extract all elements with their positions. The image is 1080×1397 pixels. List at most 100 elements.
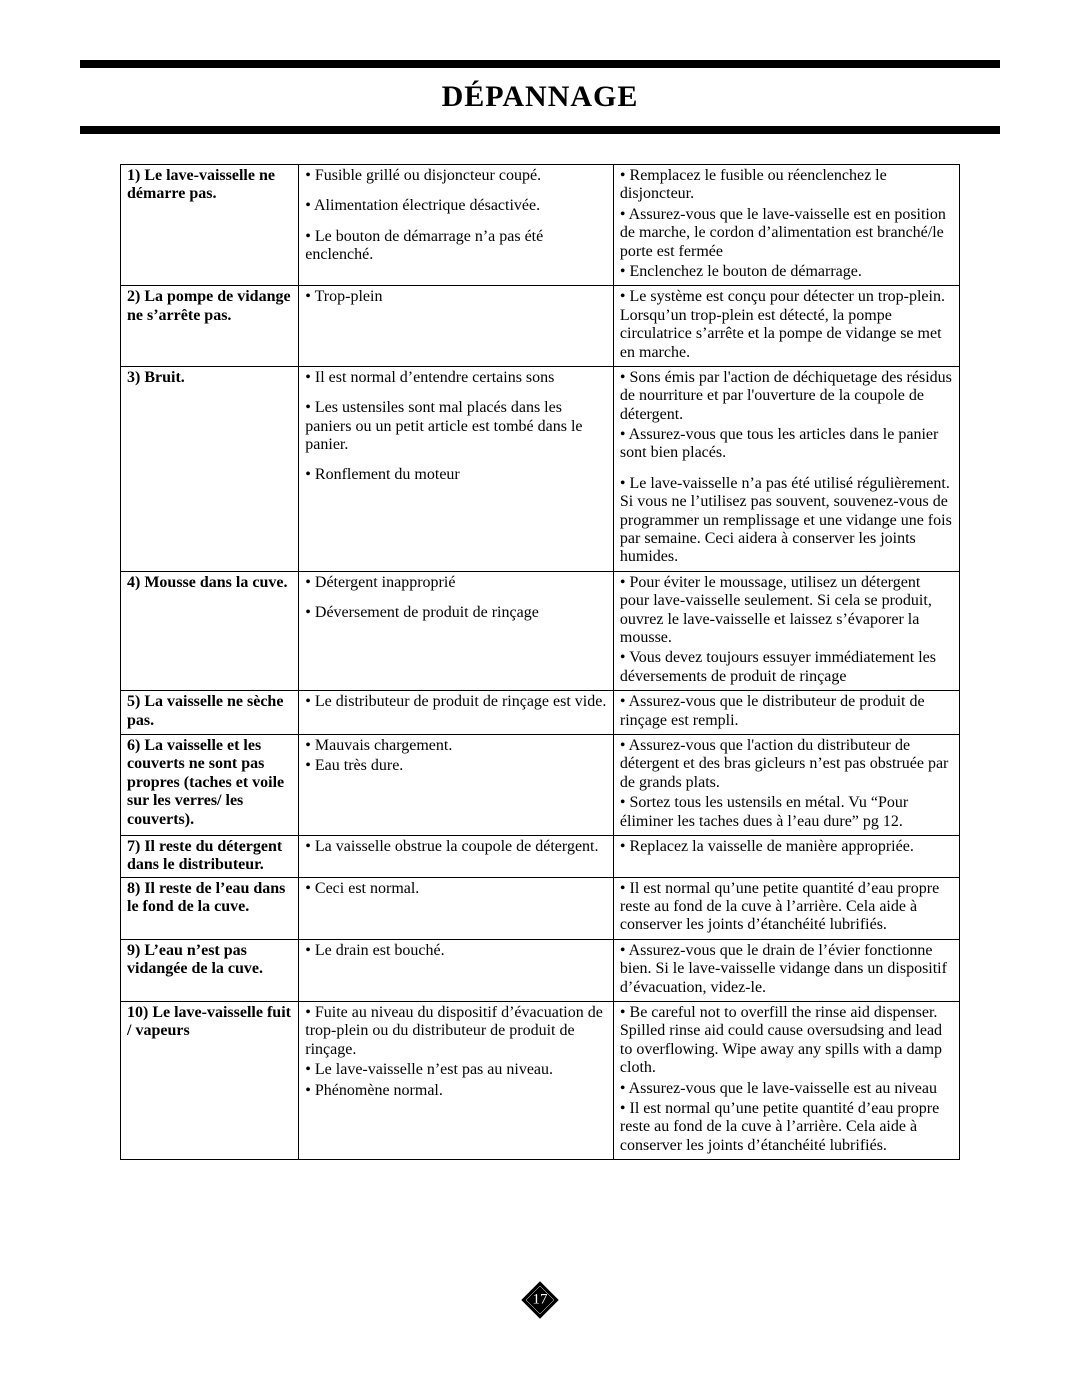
- cause-item: Détergent inapproprié: [305, 574, 607, 592]
- cause-item: Fusible grillé ou disjoncteur coupé.: [305, 167, 607, 185]
- cause-item: Eau très dure.: [305, 757, 607, 775]
- table-row: 5) La vaisselle ne sèche pas. Le distribu…: [121, 691, 960, 735]
- solution-list: Remplacez le fusible ou réenclenchez le …: [620, 167, 953, 281]
- solution-item: Assurez-vous que le lave-vaisselle est a…: [620, 1080, 953, 1098]
- solution-item: Le lave-vaisselle n’a pas été utilisé ré…: [620, 475, 953, 567]
- solution-cell: Il est normal qu’une petite quantité d’e…: [613, 877, 959, 939]
- problem-cell: 4) Mousse dans la cuve.: [121, 571, 299, 690]
- solution-cell: Replacez la vaisselle de manière appropr…: [613, 835, 959, 877]
- solution-item: Assurez-vous que le drain de l’évier fon…: [620, 942, 953, 997]
- solution-item: Enclenchez le bouton de démarrage.: [620, 263, 953, 281]
- solution-item: Pour éviter le moussage, utilisez un dét…: [620, 574, 953, 648]
- solution-item: Assurez-vous que le lave-vaisselle est e…: [620, 206, 953, 261]
- solution-cell: Remplacez le fusible ou réenclenchez le …: [613, 165, 959, 286]
- table-row: 10) Le lave-vaisselle fuit / vapeursFuit…: [121, 1002, 960, 1160]
- problem-cell: 9) L’eau n’est pas vidangée de la cuve.: [121, 939, 299, 1001]
- cause-item: Alimentation électrique désactivée.: [305, 197, 607, 215]
- solution-item: Assurez-vous que l'action du distributeu…: [620, 737, 953, 792]
- solution-item: Le système est conçu pour détecter un tr…: [620, 288, 953, 362]
- cause-item: Mauvais chargement.: [305, 737, 607, 755]
- cause-item: Le lave-vaisselle n’est pas au niveau.: [305, 1061, 607, 1079]
- solution-list: Be careful not to overfill the rinse aid…: [620, 1004, 953, 1155]
- solution-list: Sons émis par l'action de déchiquetage d…: [620, 369, 953, 567]
- problem-cell: 8) Il reste de l’eau dans le fond de la …: [121, 877, 299, 939]
- solution-cell: Le système est conçu pour détecter un tr…: [613, 286, 959, 367]
- solution-item: Assurez-vous que tous les articles dans …: [620, 426, 953, 463]
- problem-cell: 2) La pompe de vidange ne s’arrête pas.: [121, 286, 299, 367]
- solution-item: Il est normal qu’une petite quantité d’e…: [620, 1100, 953, 1155]
- table-row: 4) Mousse dans la cuve.Détergent inappro…: [121, 571, 960, 690]
- table-row: 2) La pompe de vidange ne s’arrête pas. T…: [121, 286, 960, 367]
- cause-item: Fuite au niveau du dispositif d’évacuati…: [305, 1004, 607, 1059]
- problem-cell: 3) Bruit.: [121, 366, 299, 571]
- table-row: 7) Il reste du détergent dans le distrib…: [121, 835, 960, 877]
- problem-cell: 5) La vaisselle ne sèche pas.: [121, 691, 299, 735]
- cause-list: Trop-plein: [305, 288, 607, 306]
- solution-list: Le système est conçu pour détecter un tr…: [620, 288, 953, 362]
- cause-list: Ceci est normal.: [305, 880, 607, 898]
- solution-item: Sortez tous les ustensils en métal. Vu “…: [620, 794, 953, 831]
- solution-list: Il est normal qu’une petite quantité d’e…: [620, 880, 953, 935]
- solution-item: Vous devez toujours essuyer immédiatemen…: [620, 649, 953, 686]
- problem-cell: 10) Le lave-vaisselle fuit / vapeurs: [121, 1002, 299, 1160]
- page-number-ornament: 17: [80, 1280, 1000, 1325]
- cause-cell: Le distributeur de produit de rinçage es…: [299, 691, 614, 735]
- cause-item: Les ustensiles sont mal placés dans les …: [305, 399, 607, 454]
- cause-item: La vaisselle obstrue la coupole de déter…: [305, 838, 607, 856]
- solution-list: Assurez-vous que l'action du distributeu…: [620, 737, 953, 831]
- solution-item: Be careful not to overfill the rinse aid…: [620, 1004, 953, 1078]
- problem-cell: 7) Il reste du détergent dans le distrib…: [121, 835, 299, 877]
- cause-list: La vaisselle obstrue la coupole de déter…: [305, 838, 607, 856]
- cause-cell: Le drain est bouché.: [299, 939, 614, 1001]
- cause-list: Le distributeur de produit de rinçage es…: [305, 693, 607, 711]
- solution-item: Il est normal qu’une petite quantité d’e…: [620, 880, 953, 935]
- cause-list: Fusible grillé ou disjoncteur coupé. Alim…: [305, 167, 607, 265]
- cause-cell: Trop-plein: [299, 286, 614, 367]
- solution-cell: Sons émis par l'action de déchiquetage d…: [613, 366, 959, 571]
- cause-list: Le drain est bouché.: [305, 942, 607, 960]
- solution-list: Pour éviter le moussage, utilisez un dét…: [620, 574, 953, 686]
- solution-list: Assurez-vous que le drain de l’évier fon…: [620, 942, 953, 997]
- problem-cell: 6) La vaisselle et les couverts ne sont …: [121, 734, 299, 835]
- table-row: 3) Bruit.Il est normal d’entendre certai…: [121, 366, 960, 571]
- cause-list: Détergent inapproprié Déversement de prod…: [305, 574, 607, 623]
- cause-item: Déversement de produit de rinçage: [305, 604, 607, 622]
- cause-cell: La vaisselle obstrue la coupole de déter…: [299, 835, 614, 877]
- table-row: 6) La vaisselle et les couverts ne sont …: [121, 734, 960, 835]
- cause-cell: Fuite au niveau du dispositif d’évacuati…: [299, 1002, 614, 1160]
- cause-cell: Mauvais chargement. Eau très dure.: [299, 734, 614, 835]
- cause-cell: Ceci est normal.: [299, 877, 614, 939]
- cause-item: Le bouton de démarrage n’a pas été encle…: [305, 228, 607, 265]
- troubleshoot-table-body: 1) Le lave-vaisselle ne démarre pas.Fusi…: [121, 165, 960, 1160]
- cause-item: Ceci est normal.: [305, 880, 607, 898]
- solution-list: Replacez la vaisselle de manière appropr…: [620, 838, 953, 856]
- solution-item: Assurez-vous que le distributeur de prod…: [620, 693, 953, 730]
- cause-cell: Détergent inapproprié Déversement de prod…: [299, 571, 614, 690]
- cause-item: Trop-plein: [305, 288, 607, 306]
- cause-list: Il est normal d’entendre certains sons Le…: [305, 369, 607, 485]
- page-number-diamond: 17: [520, 1280, 560, 1320]
- problem-cell: 1) Le lave-vaisselle ne démarre pas.: [121, 165, 299, 286]
- troubleshoot-table: 1) Le lave-vaisselle ne démarre pas.Fusi…: [120, 164, 960, 1160]
- solution-cell: Assurez-vous que le distributeur de prod…: [613, 691, 959, 735]
- cause-list: Mauvais chargement. Eau très dure.: [305, 737, 607, 776]
- title-bottom-rule: [80, 126, 1000, 134]
- cause-item: Phénomène normal.: [305, 1082, 607, 1100]
- table-row: 9) L’eau n’est pas vidangée de la cuve. L…: [121, 939, 960, 1001]
- page-title: DÉPANNAGE: [80, 68, 1000, 126]
- cause-item: Le distributeur de produit de rinçage es…: [305, 693, 607, 711]
- cause-list: Fuite au niveau du dispositif d’évacuati…: [305, 1004, 607, 1100]
- cause-cell: Fusible grillé ou disjoncteur coupé. Alim…: [299, 165, 614, 286]
- solution-list: Assurez-vous que le distributeur de prod…: [620, 693, 953, 730]
- cause-item: Il est normal d’entendre certains sons: [305, 369, 607, 387]
- solution-item: Sons émis par l'action de déchiquetage d…: [620, 369, 953, 424]
- solution-item: Remplacez le fusible ou réenclenchez le …: [620, 167, 953, 204]
- page-number: 17: [533, 1292, 548, 1309]
- table-row: 8) Il reste de l’eau dans le fond de la …: [121, 877, 960, 939]
- top-rule: [80, 60, 1000, 68]
- solution-item: Replacez la vaisselle de manière appropr…: [620, 838, 953, 856]
- cause-cell: Il est normal d’entendre certains sons Le…: [299, 366, 614, 571]
- cause-item: Ronflement du moteur: [305, 466, 607, 484]
- solution-cell: Assurez-vous que le drain de l’évier fon…: [613, 939, 959, 1001]
- solution-cell: Assurez-vous que l'action du distributeu…: [613, 734, 959, 835]
